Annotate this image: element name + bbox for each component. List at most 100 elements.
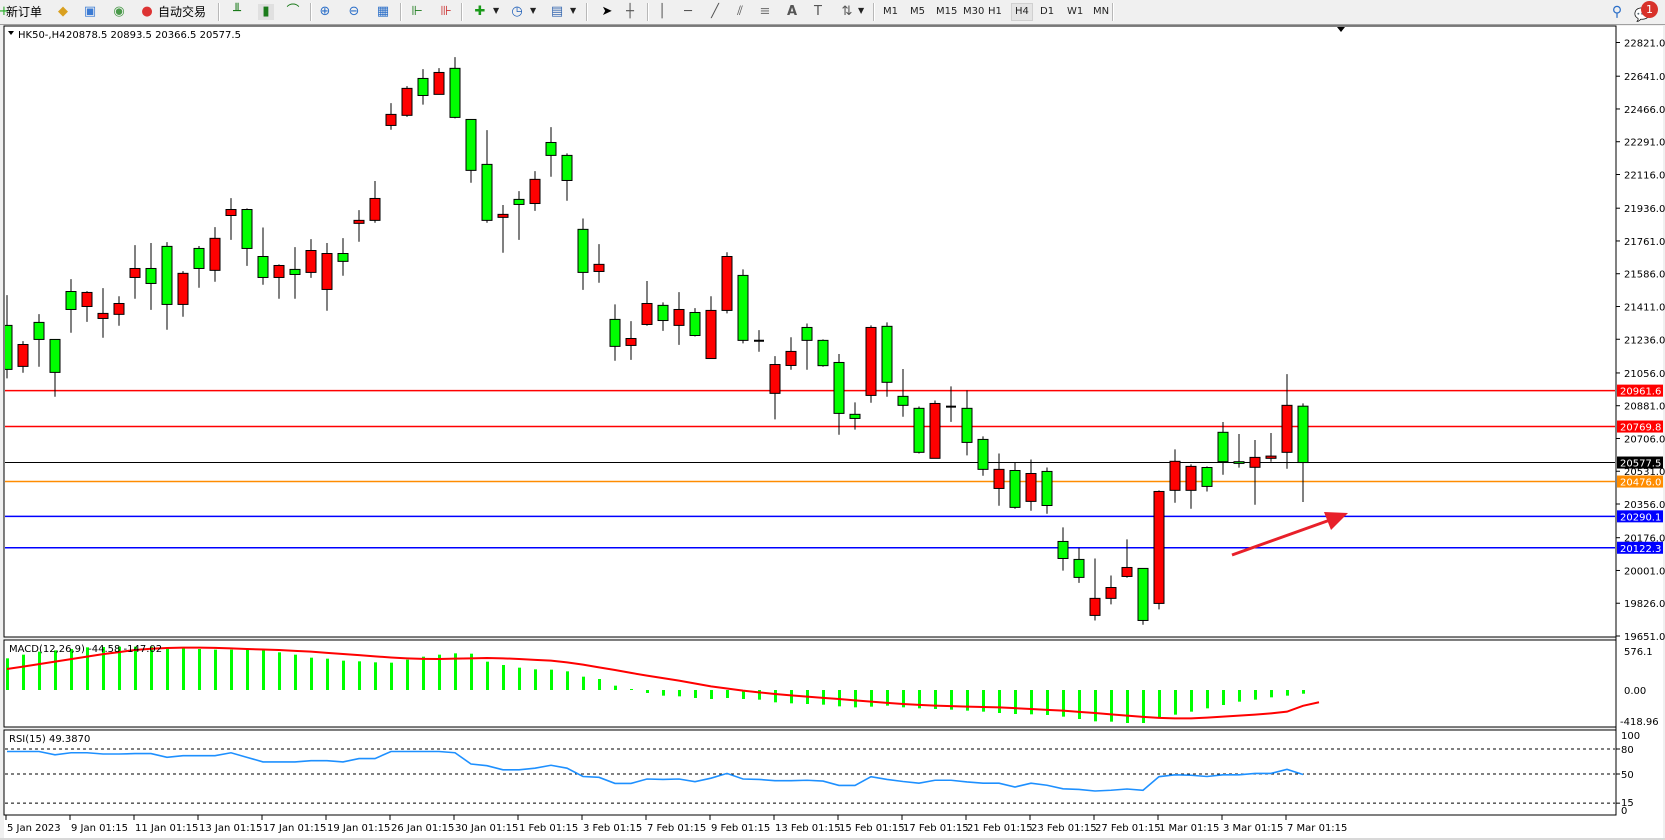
candle[interactable] <box>513 191 525 240</box>
navigator-icon[interactable]: ▣ <box>83 4 97 19</box>
horizontal-line-icon[interactable]: ─ <box>684 4 692 19</box>
bar-chart-icon[interactable]: ╨ <box>233 4 241 19</box>
candle[interactable] <box>385 103 397 130</box>
auto-trading-button[interactable]: 自动交易 <box>158 5 207 19</box>
new-order-button[interactable]: 新订单 <box>6 5 43 19</box>
candle[interactable] <box>897 369 909 417</box>
candle[interactable] <box>769 356 781 420</box>
macd-panel[interactable] <box>3 639 1617 728</box>
candle[interactable] <box>337 238 349 276</box>
indicators-icon[interactable]: ✚ <box>474 4 486 19</box>
fibonacci-icon[interactable]: ≡ <box>759 4 771 19</box>
candle[interactable] <box>481 130 493 223</box>
candle[interactable] <box>1057 527 1069 571</box>
candle[interactable] <box>977 436 989 476</box>
candle[interactable] <box>113 296 125 326</box>
candle[interactable] <box>1073 547 1085 583</box>
candle[interactable] <box>289 247 301 299</box>
candle[interactable] <box>81 291 93 322</box>
indicators-dropdown-icon[interactable]: ▼ <box>493 6 500 15</box>
candle[interactable] <box>833 354 845 435</box>
templates-icon[interactable]: ▤ <box>550 4 564 19</box>
candle[interactable] <box>129 245 141 299</box>
candle[interactable] <box>1025 459 1037 511</box>
timeframe-m15[interactable]: M15 <box>936 6 958 17</box>
candle[interactable] <box>353 210 365 242</box>
periods-dropdown-icon[interactable]: ▼ <box>530 6 537 15</box>
candle[interactable] <box>177 271 189 317</box>
candle[interactable] <box>2 295 13 379</box>
candle[interactable] <box>657 302 669 331</box>
candle[interactable] <box>49 338 61 397</box>
candle[interactable] <box>145 243 157 310</box>
candle[interactable] <box>225 198 237 240</box>
candle[interactable] <box>17 341 29 373</box>
candle[interactable] <box>881 322 893 397</box>
timeframe-m1[interactable]: M1 <box>883 6 898 17</box>
autoscroll-icon[interactable]: ⊪ <box>440 4 452 19</box>
candle[interactable] <box>1041 467 1053 514</box>
candle[interactable] <box>449 57 461 119</box>
candle[interactable] <box>817 339 829 367</box>
candle[interactable] <box>401 86 413 117</box>
candle[interactable] <box>929 400 941 459</box>
candle[interactable] <box>1281 374 1293 469</box>
candle[interactable] <box>577 218 589 290</box>
candle[interactable] <box>721 252 733 314</box>
timeframe-w1[interactable]: W1 <box>1067 6 1084 17</box>
candle[interactable] <box>1297 403 1309 503</box>
candle[interactable] <box>417 69 429 105</box>
auto-trading-icon[interactable]: ● <box>141 4 153 19</box>
candle[interactable] <box>785 337 797 370</box>
candle[interactable] <box>1185 464 1197 509</box>
text-icon[interactable]: A <box>786 4 798 19</box>
candle[interactable] <box>1121 539 1133 578</box>
arrows-icon[interactable]: ⇅ <box>841 4 853 19</box>
candle[interactable] <box>65 279 77 333</box>
candle[interactable] <box>849 402 861 430</box>
equidistant-channel-icon[interactable]: ⫽ <box>737 4 743 19</box>
candle[interactable] <box>321 243 333 311</box>
candle[interactable] <box>1217 422 1229 475</box>
chart-shift-icon[interactable]: ⊩ <box>411 4 423 19</box>
candle[interactable] <box>946 386 956 422</box>
candle[interactable] <box>641 281 653 326</box>
candle[interactable] <box>705 296 717 360</box>
candle[interactable] <box>97 288 109 338</box>
symbol-dropdown-icon[interactable] <box>8 31 14 35</box>
templates-dropdown-icon[interactable]: ▼ <box>570 6 577 15</box>
candle[interactable] <box>369 181 381 223</box>
candle[interactable] <box>561 153 573 201</box>
candle[interactable] <box>609 304 621 361</box>
candle[interactable] <box>1249 439 1261 505</box>
candle[interactable] <box>673 292 685 345</box>
candle[interactable] <box>1169 449 1181 503</box>
search-icon[interactable]: ⚲ <box>1611 4 1623 20</box>
arrows-dropdown-icon[interactable]: ▼ <box>858 6 865 15</box>
timeframe-h1[interactable]: H1 <box>988 6 1002 17</box>
cursor-icon[interactable]: ➤ <box>601 4 613 19</box>
timeframe-h4[interactable]: H4 <box>1011 3 1033 21</box>
text-label-icon[interactable]: T <box>814 4 822 19</box>
candle[interactable] <box>1201 466 1213 492</box>
candle[interactable] <box>737 269 749 344</box>
candle[interactable] <box>257 227 269 285</box>
zoom-in-icon[interactable]: ⊕ <box>319 4 331 19</box>
trendline-icon[interactable]: ╱ <box>711 4 719 19</box>
timeframe-mn[interactable]: MN <box>1093 6 1110 17</box>
candle[interactable] <box>1009 462 1021 509</box>
timeframe-m5[interactable]: M5 <box>910 6 925 17</box>
candle[interactable] <box>161 242 173 330</box>
rsi-panel[interactable] <box>3 729 1617 816</box>
candle[interactable] <box>1105 575 1117 605</box>
candle[interactable] <box>209 227 221 282</box>
candle[interactable] <box>193 246 205 288</box>
candle[interactable] <box>993 453 1005 506</box>
signals-icon[interactable]: ◉ <box>113 4 125 19</box>
chart-shift-marker-icon[interactable] <box>1337 27 1345 32</box>
tile-windows-icon[interactable]: ▦ <box>376 4 390 19</box>
candle[interactable] <box>1153 490 1165 610</box>
candlestick-icon[interactable]: ▮ <box>258 4 274 20</box>
candle[interactable] <box>273 264 285 299</box>
candle[interactable] <box>529 171 541 211</box>
